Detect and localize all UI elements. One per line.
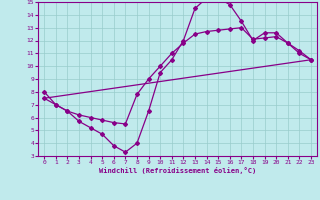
X-axis label: Windchill (Refroidissement éolien,°C): Windchill (Refroidissement éolien,°C) [99, 167, 256, 174]
